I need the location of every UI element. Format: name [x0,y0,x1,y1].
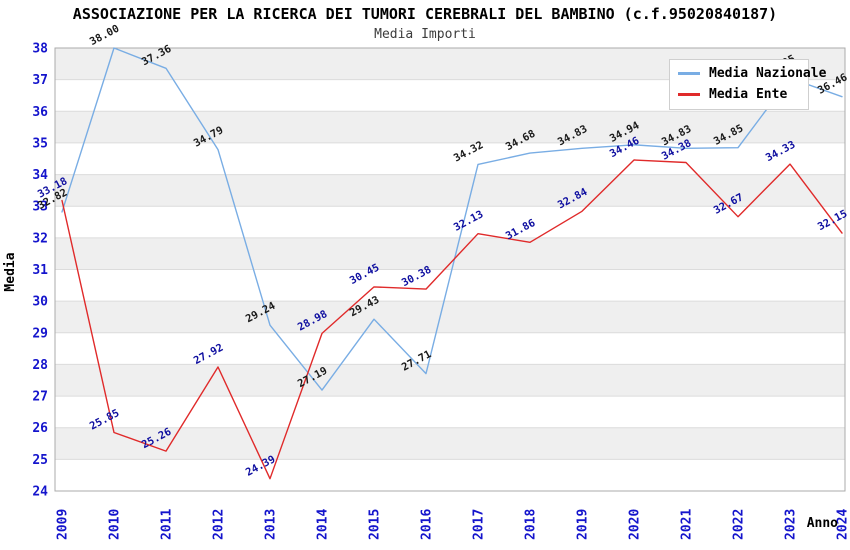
x-tick-label-2019: 2019 [576,509,591,540]
y-tick-label-25: 25 [32,453,48,468]
y-axis-title: Media [3,252,18,291]
x-tick-label-2022: 2022 [732,509,747,540]
x-tick-label-2018: 2018 [524,509,539,540]
x-tick-label-2011: 2011 [160,509,175,540]
plot-band [55,364,845,397]
x-tick-label-2015: 2015 [368,509,383,540]
x-tick-label-2021: 2021 [680,509,695,540]
x-tick-label-2020: 2020 [628,509,643,540]
x-axis-title: Anno [807,516,838,531]
plot-band [55,111,845,143]
x-tick-label-2009: 2009 [56,509,71,540]
x-tick-label-2014: 2014 [316,509,331,540]
plot-band [55,427,845,460]
x-tick-label-2012: 2012 [212,509,227,540]
y-tick-label-26: 26 [32,421,48,436]
y-tick-label-35: 35 [32,136,48,151]
y-tick-label-27: 27 [32,390,48,405]
plot-band [55,237,845,270]
media-ente-line [61,159,843,480]
media-nazionale-line [61,47,843,391]
legend: Media Nazionale Media Ente [669,59,826,110]
y-tick-label-30: 30 [32,295,48,310]
plot-band [55,301,845,333]
y-tick-label-28: 28 [32,358,48,373]
media-ente-line-swatch-icon [678,93,700,96]
legend-item-media-nazionale: Media Nazionale [678,63,826,84]
chart-subtitle: Media Importi [374,27,476,42]
x-tick-label-2010: 2010 [108,509,123,540]
legend-item-media-ente: Media Ente [678,84,800,105]
y-tick-label-37: 37 [32,73,48,88]
y-tick-label-33: 33 [32,200,48,215]
y-tick-label-36: 36 [32,105,48,120]
y-tick-label-38: 38 [32,42,48,57]
x-tick-label-2013: 2013 [264,509,279,540]
x-tick-label-2023: 2023 [784,509,799,540]
x-tick-label-2024: 2024 [836,509,850,540]
x-tick-label-2017: 2017 [472,509,487,540]
y-tick-label-24: 24 [32,485,48,500]
chart-title: ASSOCIAZIONE PER LA RICERCA DEI TUMORI C… [72,5,778,23]
y-tick-label-31: 31 [32,263,48,278]
x-tick-label-2016: 2016 [420,509,435,540]
y-tick-label-32: 32 [32,231,48,246]
media-nazionale-value-label: 38.00 [88,23,122,48]
legend-label: Media Ente [709,87,788,102]
y-tick-label-29: 29 [32,326,48,341]
legend-label: Media Nazionale [709,66,827,81]
media-nazionale-line-swatch-icon [678,72,700,75]
y-tick-label-34: 34 [32,168,48,183]
plot-border [54,47,846,492]
